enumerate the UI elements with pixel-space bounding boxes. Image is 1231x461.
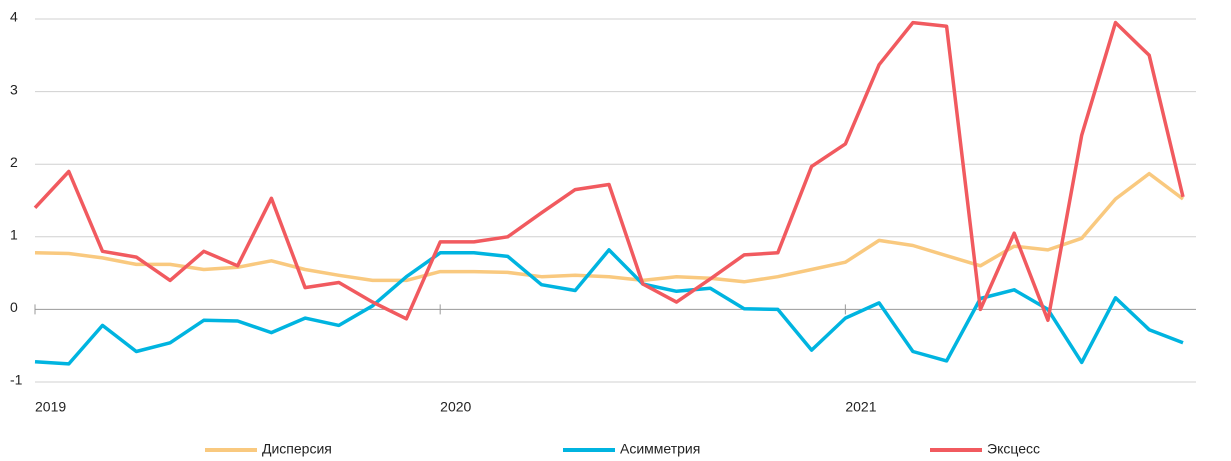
series-line (33, 20, 1185, 323)
legend-label: Асимметрия (620, 441, 700, 457)
x-tick-label: 2020 (440, 399, 471, 415)
series-line (34, 248, 1184, 366)
y-tick-label: 2 (10, 154, 18, 170)
y-tick-label: 3 (10, 81, 18, 97)
x-tick-label: 2019 (35, 399, 66, 415)
legend-label: Эксцесс (987, 441, 1040, 457)
y-tick-label: 0 (10, 299, 18, 315)
legend-label: Дисперсия (262, 441, 332, 457)
y-tick-label: 4 (10, 9, 18, 25)
y-tick-label: -1 (10, 372, 23, 388)
x-tick-label: 2021 (845, 399, 876, 415)
series-line (34, 171, 1185, 284)
y-tick-label: 1 (10, 227, 18, 243)
